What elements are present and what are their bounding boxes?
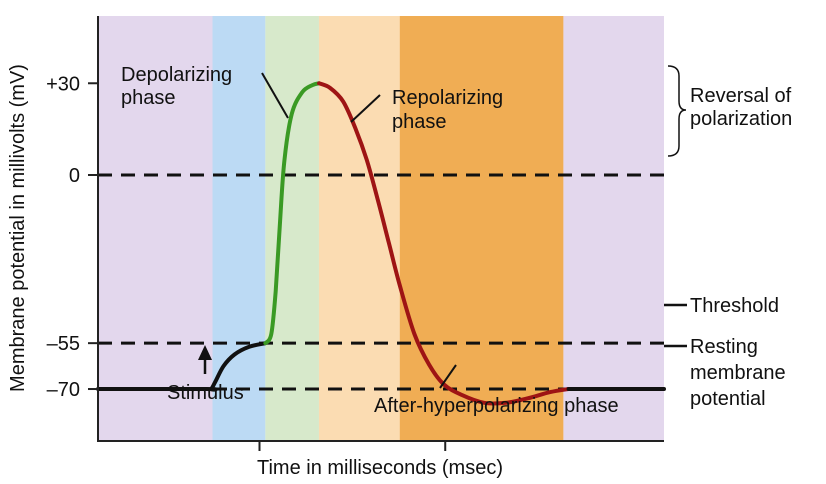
axes <box>97 16 664 442</box>
after-hyperpolarizing-label: After-hyperpolarizing phase <box>374 364 619 417</box>
resting-label-line: potential <box>690 388 766 410</box>
phase-band <box>399 16 564 441</box>
depolarizing-leader <box>261 72 289 119</box>
y-tick-label: –55 <box>47 333 80 355</box>
reversal-brace <box>667 65 687 157</box>
after-hyperpolarizing-text: After-hyperpolarizing phase <box>374 395 619 417</box>
repolarizing-label: Repolarizing phase <box>350 87 503 133</box>
depolarizing-label-line: phase <box>121 87 176 109</box>
curve-segment <box>263 81 321 346</box>
repolarizing-label-line: Repolarizing <box>392 87 503 109</box>
resting-label: Resting membrane potential <box>664 336 786 410</box>
stimulus-text: Stimulus <box>167 382 244 404</box>
repolarizing-leader <box>350 94 381 123</box>
reversal-label: Reversal of polarization <box>667 65 792 157</box>
threshold-label: Threshold <box>664 295 779 317</box>
phase-band <box>318 16 400 441</box>
y-tick-label: +30 <box>46 73 80 95</box>
phase-band <box>563 16 664 441</box>
repolarizing-label-line: phase <box>392 111 447 133</box>
stimulus-arrow-icon <box>198 345 212 360</box>
depolarizing-label: Depolarizing phase <box>121 64 289 119</box>
resting-label-line: Resting <box>690 336 758 358</box>
axis-ticks: +30 0 –55 –70 <box>46 73 447 451</box>
phase-bands <box>98 16 664 441</box>
curve-segment <box>96 341 268 392</box>
reversal-label-line: Reversal of <box>690 85 792 107</box>
phase-band <box>265 16 319 441</box>
x-axis-title: Time in milliseconds (msec) <box>257 457 503 479</box>
y-tick-label: –70 <box>47 379 80 401</box>
y-tick-label: 0 <box>69 165 80 187</box>
threshold-text: Threshold <box>690 295 779 317</box>
y-axis-title: Membrane potential in millivolts (mV) <box>7 64 29 392</box>
phase-band <box>98 16 213 441</box>
after-hyperpolarizing-leader <box>439 364 457 389</box>
depolarizing-label-line: Depolarizing <box>121 64 232 86</box>
stimulus-label: Stimulus <box>167 345 244 404</box>
resting-label-line: membrane <box>690 362 786 384</box>
reversal-label-line: polarization <box>690 108 792 130</box>
